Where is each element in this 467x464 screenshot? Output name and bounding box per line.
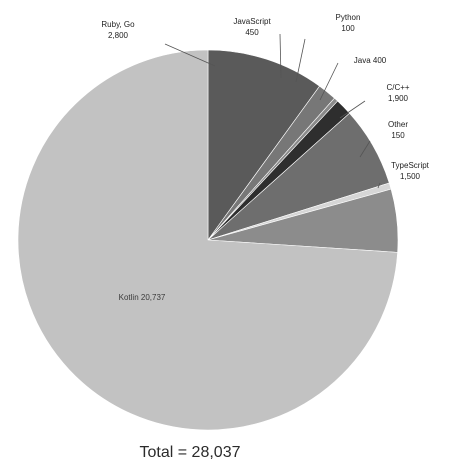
slice-label: Ruby, Go 2,800 xyxy=(101,20,135,40)
leader-line xyxy=(279,33,282,79)
leader-lines xyxy=(164,33,381,189)
slice-label: Python 100 xyxy=(336,13,361,33)
leader-line xyxy=(339,100,366,119)
slice-label: Other 150 xyxy=(388,120,408,140)
slice-label: TypeScript 1,500 xyxy=(391,161,430,181)
slice-label: C/C++ 1,900 xyxy=(386,83,409,103)
leader-line xyxy=(164,43,216,67)
slice-label: Java 400 xyxy=(354,56,387,65)
pie-slice xyxy=(207,49,320,241)
leader-line xyxy=(295,38,306,83)
slice-label: JavaScript 450 xyxy=(233,17,271,37)
total-label: Total = 28,037 xyxy=(140,444,241,461)
leader-line xyxy=(319,62,339,101)
leader-line xyxy=(359,140,371,158)
pie-slices xyxy=(17,49,399,431)
leader-line xyxy=(377,182,381,189)
slice-label: Kotlin 20,737 xyxy=(119,293,166,302)
slice-labels: Ruby, Go 2,800 JavaScript 450 Python 100 Java … xyxy=(101,13,429,302)
pie-slice xyxy=(17,49,398,431)
